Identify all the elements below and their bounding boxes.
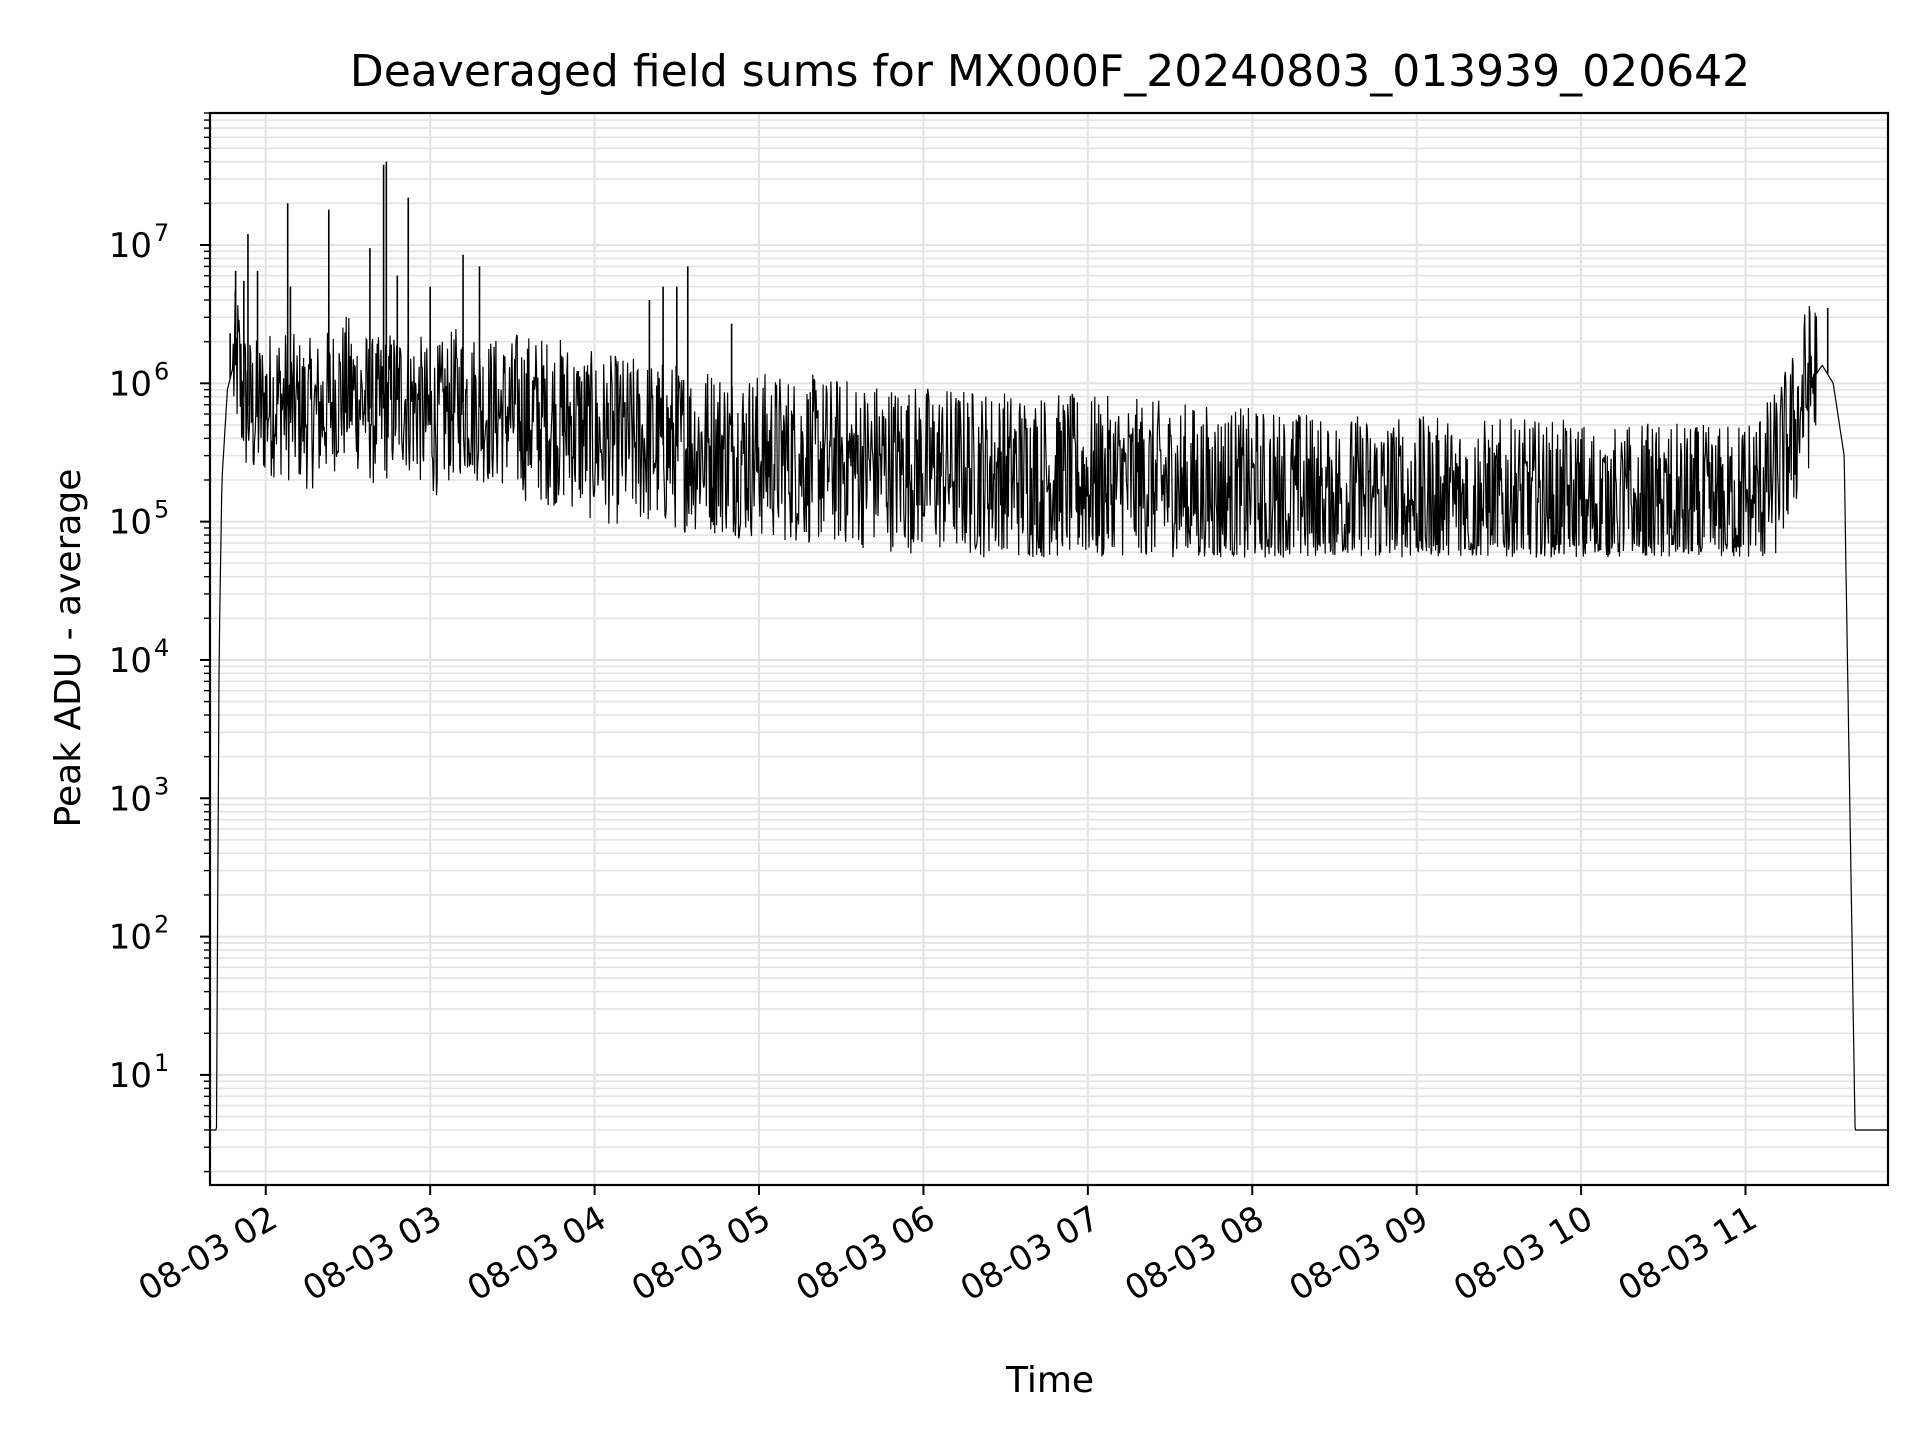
y-axis-label: Peak ADU - average [48, 469, 89, 828]
y-tick-base: 10 [109, 641, 152, 681]
y-tick-exponent: 6 [154, 357, 169, 385]
y-tick-base: 10 [109, 364, 152, 404]
data-layer [210, 161, 1888, 1131]
chart-title: Deaveraged field sums for MX000F_2024080… [350, 46, 1750, 97]
y-tick-base: 10 [109, 503, 152, 543]
y-tick-label: 10 [109, 641, 152, 681]
plot-frame [208, 111, 1890, 1187]
y-tick-base: 10 [109, 918, 152, 958]
y-tick-label: 10 [109, 918, 152, 958]
y-tick-base: 10 [109, 1056, 152, 1096]
y-tick-exponent: 7 [154, 219, 169, 247]
y-tick-exponent: 1 [154, 1049, 169, 1077]
y-tick-label: 10 [109, 1056, 152, 1096]
series-line [210, 290, 1888, 1131]
y-tick-label: 10 [109, 226, 152, 266]
y-tick-label: 10 [109, 779, 152, 819]
grid-layer [210, 112, 1888, 1185]
y-tick-exponent: 2 [154, 911, 169, 939]
y-tick-exponent: 3 [154, 772, 169, 800]
y-tick-base: 10 [109, 779, 152, 819]
y-tick-label: 10 [109, 364, 152, 404]
y-tick-label: 10 [109, 503, 152, 543]
x-axis-label: Time [1005, 1360, 1094, 1401]
y-tick-exponent: 5 [154, 496, 169, 524]
y-tick-exponent: 4 [154, 634, 169, 662]
y-tick-base: 10 [109, 226, 152, 266]
